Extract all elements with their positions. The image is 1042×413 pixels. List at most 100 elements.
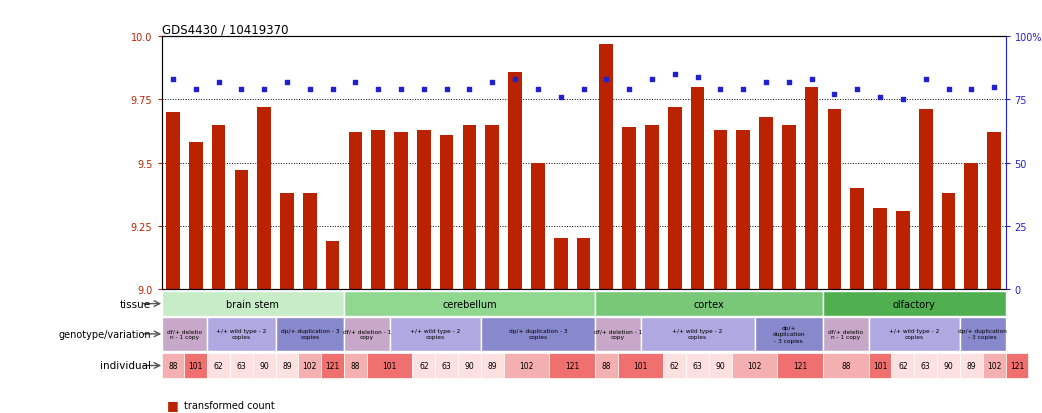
Bar [207,354,230,378]
Bar [486,126,499,289]
Point [483,79,500,86]
Bar [230,354,253,378]
Point [256,87,273,93]
Text: +/+ wild type - 2
copies: +/+ wild type - 2 copies [889,328,940,339]
Point [439,87,455,93]
Text: cerebellum: cerebellum [442,299,497,309]
Bar [823,354,869,378]
Bar [275,354,298,378]
Text: 88: 88 [841,361,850,370]
Bar [549,354,595,378]
Point [598,77,615,83]
Bar [869,354,892,378]
Bar [965,163,978,289]
Point [393,87,410,93]
Bar [417,131,430,289]
Bar [645,126,659,289]
Text: 62: 62 [214,361,223,370]
Bar [850,188,864,289]
Bar [782,126,796,289]
Bar [960,354,983,378]
Text: individual: individual [100,361,151,370]
Point [894,97,911,103]
Text: dp/+
duplication
- 3 copies: dp/+ duplication - 3 copies [772,325,805,343]
Point [462,87,478,93]
Bar [162,354,184,378]
Point [621,87,638,93]
Bar [668,108,681,289]
Bar [754,317,823,351]
Text: 90: 90 [465,361,474,370]
Point [872,94,889,101]
Text: df/+ deletio
n - 1 copy: df/+ deletio n - 1 copy [828,328,864,339]
Text: 62: 62 [419,361,428,370]
Bar [162,292,344,316]
Bar [508,72,522,289]
Bar [298,354,321,378]
Bar [463,126,476,289]
Text: 63: 63 [693,361,702,370]
Bar [436,354,458,378]
Bar [595,354,618,378]
Point [917,77,934,83]
Text: ■: ■ [167,411,178,413]
Bar [234,171,248,289]
Bar [349,133,363,289]
Point [165,77,181,83]
Point [552,94,569,101]
Bar [371,131,386,289]
Bar [367,354,413,378]
Bar [804,88,818,289]
Point [324,87,341,93]
Text: +/+ wild type - 2
copies: +/+ wild type - 2 copies [216,328,267,339]
Bar [709,354,731,378]
Text: 63: 63 [237,361,246,370]
Bar [823,317,869,351]
Bar [914,354,937,378]
Bar [480,354,503,378]
Bar [869,317,960,351]
Text: ■: ■ [167,398,178,411]
Text: 121: 121 [793,361,808,370]
Point [210,79,227,86]
Bar [166,113,180,289]
Point [506,77,523,83]
Bar [937,354,960,378]
Text: 90: 90 [259,361,269,370]
Text: df/+ deletion - 1
copy: df/+ deletion - 1 copy [343,328,391,339]
Text: percentile rank within the sample: percentile rank within the sample [184,412,349,413]
Text: df/+ deletion - 1
copy: df/+ deletion - 1 copy [594,328,642,339]
Bar [212,126,225,289]
Text: transformed count: transformed count [184,399,275,410]
Bar [687,354,709,378]
Bar [595,317,641,351]
Bar [823,292,1006,316]
Bar [344,354,367,378]
Bar [896,211,910,289]
Bar [458,354,480,378]
Text: 101: 101 [634,361,648,370]
Text: 121: 121 [325,361,340,370]
Text: df/+ deletio
n - 1 copy: df/+ deletio n - 1 copy [167,328,202,339]
Bar [599,45,613,289]
Text: +/+ wild type - 2
copies: +/+ wild type - 2 copies [411,328,461,339]
Bar [641,317,754,351]
Bar [531,163,545,289]
Bar [321,354,344,378]
Point [712,87,728,93]
Point [301,87,318,93]
Text: cortex: cortex [694,299,724,309]
Point [826,92,843,98]
Text: 89: 89 [488,361,497,370]
Point [347,79,364,86]
Bar [983,354,1006,378]
Point [278,79,295,86]
Text: 88: 88 [351,361,361,370]
Text: tissue: tissue [120,299,151,309]
Bar [777,354,823,378]
Bar [576,239,591,289]
Text: 102: 102 [987,361,1001,370]
Text: genotype/variation: genotype/variation [58,329,151,339]
Bar [440,135,453,289]
Text: brain stem: brain stem [226,299,279,309]
